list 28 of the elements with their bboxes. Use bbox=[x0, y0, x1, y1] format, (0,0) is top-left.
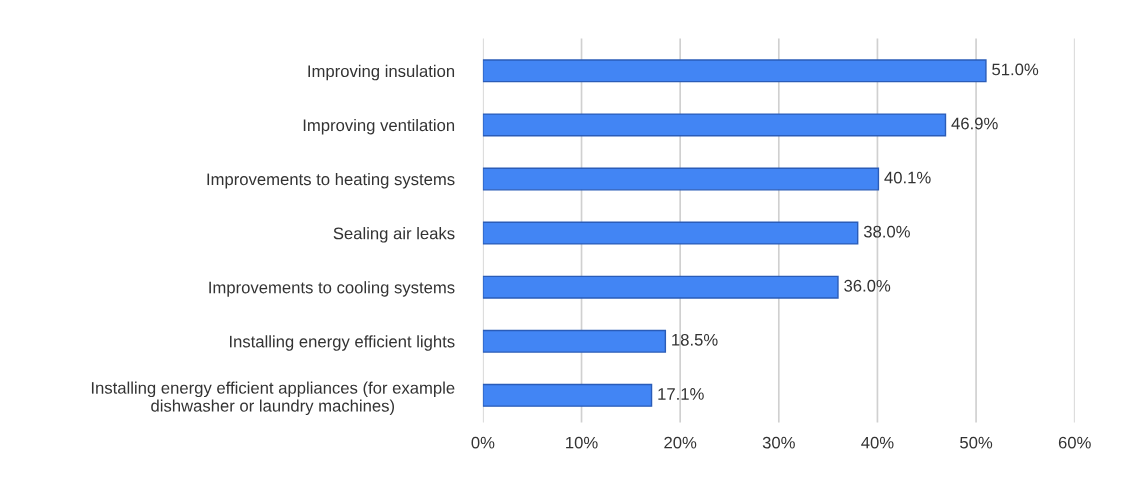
x-tick-label: 50% bbox=[960, 436, 993, 449]
x-tick-label: 60% bbox=[1058, 436, 1091, 449]
data-label: 18.5% bbox=[672, 333, 718, 346]
x-tick-label: 30% bbox=[762, 436, 795, 449]
data-label: 38.0% bbox=[863, 225, 910, 238]
x-tick-label: 10% bbox=[566, 436, 598, 449]
data-label: 46.9% bbox=[951, 117, 998, 130]
bar bbox=[482, 329, 667, 353]
y-tick-label: Improvements to heating systems bbox=[207, 172, 455, 189]
bar bbox=[482, 167, 880, 191]
data-label: 40.1% bbox=[884, 171, 931, 184]
y-tick-label: Improving ventilation bbox=[303, 118, 455, 135]
x-tick-label: 20% bbox=[664, 436, 697, 449]
x-tick-label: 0% bbox=[471, 436, 495, 449]
bar bbox=[482, 221, 859, 245]
data-label: 51.0% bbox=[992, 63, 1039, 76]
data-label: 17.1% bbox=[658, 388, 704, 400]
data-label: 36.0% bbox=[844, 279, 891, 292]
y-tick-label: Improvements to cooling systems bbox=[209, 281, 455, 297]
y-tick-label: Sealing air leaks bbox=[333, 227, 455, 243]
x-tick-label: 40% bbox=[861, 436, 894, 449]
bar bbox=[482, 383, 653, 407]
y-tick-label: Installing energy efficient appliances (for example dishwasher or laundry machines) bbox=[91, 381, 455, 416]
y-tick-label: Installing energy efficient lights bbox=[229, 335, 455, 351]
bar bbox=[482, 113, 947, 137]
bar bbox=[482, 275, 839, 299]
bar bbox=[482, 59, 987, 83]
y-tick-label: Improving insulation bbox=[308, 64, 455, 81]
